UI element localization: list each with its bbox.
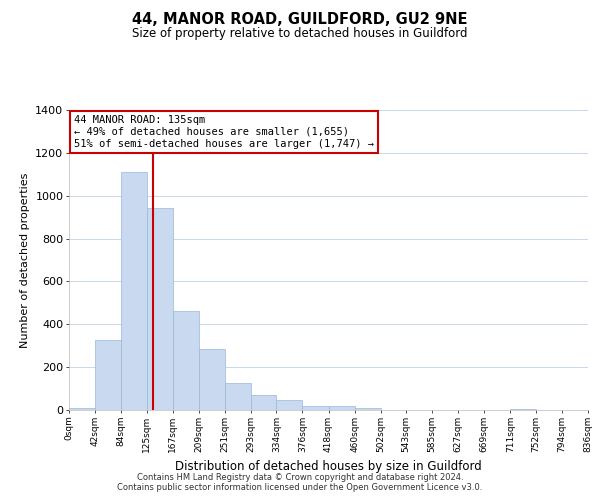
Text: Size of property relative to detached houses in Guildford: Size of property relative to detached ho…: [132, 28, 468, 40]
Bar: [329, 406, 355, 410]
Bar: [251, 395, 277, 410]
X-axis label: Distribution of detached houses by size in Guildford: Distribution of detached houses by size …: [175, 460, 482, 473]
Text: Contains HM Land Registry data © Crown copyright and database right 2024.: Contains HM Land Registry data © Crown c…: [137, 472, 463, 482]
Y-axis label: Number of detached properties: Number of detached properties: [20, 172, 30, 348]
Bar: [277, 400, 302, 410]
Bar: [511, 409, 536, 410]
Text: 44, MANOR ROAD, GUILDFORD, GU2 9NE: 44, MANOR ROAD, GUILDFORD, GU2 9NE: [132, 12, 468, 28]
Bar: [355, 408, 380, 410]
Bar: [173, 311, 199, 410]
Bar: [121, 172, 146, 410]
Text: Contains public sector information licensed under the Open Government Licence v3: Contains public sector information licen…: [118, 484, 482, 492]
Bar: [199, 349, 225, 410]
Bar: [69, 408, 95, 410]
Bar: [95, 340, 121, 410]
Bar: [225, 383, 251, 410]
Bar: [146, 208, 173, 410]
Bar: [302, 406, 329, 410]
Text: 44 MANOR ROAD: 135sqm
← 49% of detached houses are smaller (1,655)
51% of semi-d: 44 MANOR ROAD: 135sqm ← 49% of detached …: [74, 116, 374, 148]
